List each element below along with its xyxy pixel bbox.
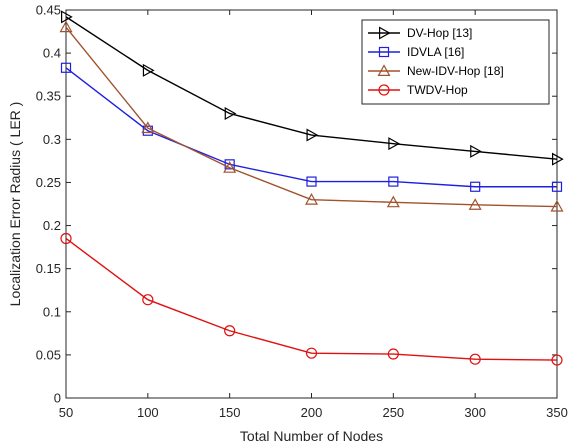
x-tick-label: 200 bbox=[301, 405, 323, 420]
data-point bbox=[224, 106, 237, 120]
series-line bbox=[65, 26, 558, 208]
series-line bbox=[65, 237, 558, 361]
legend-marker bbox=[378, 84, 390, 96]
series-line bbox=[65, 16, 558, 160]
legend: DV-Hop [13] IDVLA [16] New-IDV-Hop [18] TWD… bbox=[361, 19, 550, 105]
data-point bbox=[60, 10, 73, 24]
legend-label: TWDV-Hop bbox=[407, 83, 468, 97]
x-axis-label: Total Number of Nodes bbox=[240, 428, 383, 444]
legend-marker bbox=[379, 26, 391, 40]
x-axis: 50 100 150 200 250 300 350 bbox=[59, 10, 568, 420]
legend-label: IDVLA [16] bbox=[407, 45, 464, 59]
series-1 bbox=[60, 62, 563, 192]
data-point bbox=[306, 128, 319, 142]
legend-marker bbox=[378, 46, 390, 58]
series-0 bbox=[60, 10, 564, 166]
data-point bbox=[141, 121, 155, 134]
data-point bbox=[304, 192, 319, 205]
legend-item: IDVLA [16] bbox=[368, 45, 464, 59]
data-point bbox=[388, 176, 399, 187]
y-tick-label: 0.45 bbox=[36, 3, 61, 18]
y-axis: 0 0.05 0.1 0.15 0.2 0.25 0.3 0.35 0.4 0.45 bbox=[36, 3, 557, 406]
series-3 bbox=[60, 232, 563, 366]
data-point bbox=[470, 144, 482, 158]
y-tick-label: 0.15 bbox=[36, 261, 61, 276]
data-point bbox=[387, 348, 399, 360]
legend-item: TWDV-Hop bbox=[368, 83, 468, 97]
data-point bbox=[60, 62, 72, 73]
y-tick-label: 0.2 bbox=[43, 218, 61, 233]
data-point bbox=[468, 198, 482, 210]
data-point bbox=[551, 181, 563, 192]
data-point bbox=[551, 354, 563, 366]
y-tick-label: 0.3 bbox=[43, 132, 61, 147]
data-point bbox=[223, 161, 237, 173]
series-layer bbox=[59, 10, 564, 366]
data-point bbox=[142, 63, 155, 77]
data-point bbox=[388, 137, 401, 151]
y-tick-label: 0 bbox=[54, 391, 61, 406]
legend-item: DV-Hop [13] bbox=[368, 26, 472, 40]
data-point bbox=[59, 20, 73, 33]
y-tick-label: 0.25 bbox=[36, 175, 61, 190]
y-axis-label: Localization Error Radius ( LER ) bbox=[7, 102, 23, 307]
data-point bbox=[305, 347, 318, 359]
x-tick-label: 250 bbox=[382, 405, 404, 420]
x-tick-label: 150 bbox=[219, 405, 241, 420]
x-tick-label: 50 bbox=[59, 405, 73, 420]
data-point bbox=[551, 152, 564, 166]
y-tick-label: 0.1 bbox=[43, 304, 61, 319]
y-tick-label: 0.4 bbox=[43, 46, 61, 61]
data-point bbox=[142, 294, 154, 306]
legend-label: DV-Hop [13] bbox=[407, 26, 472, 40]
x-tick-label: 350 bbox=[546, 405, 568, 420]
series-2 bbox=[59, 20, 564, 212]
data-point bbox=[386, 195, 400, 208]
data-point bbox=[306, 176, 317, 187]
data-point bbox=[224, 159, 235, 170]
data-point bbox=[550, 199, 564, 212]
legend-marker bbox=[377, 64, 391, 77]
data-point bbox=[469, 353, 481, 365]
x-tick-label: 100 bbox=[137, 405, 159, 420]
series-line bbox=[65, 67, 557, 188]
data-point bbox=[224, 325, 236, 337]
legend-label: New-IDV-Hop [18] bbox=[407, 64, 504, 78]
y-tick-label: 0.35 bbox=[36, 89, 61, 104]
legend-item: New-IDV-Hop [18] bbox=[368, 64, 504, 78]
data-point bbox=[470, 181, 481, 192]
y-tick-label: 0.05 bbox=[36, 347, 61, 362]
x-tick-label: 300 bbox=[464, 405, 486, 420]
data-point bbox=[60, 232, 72, 245]
